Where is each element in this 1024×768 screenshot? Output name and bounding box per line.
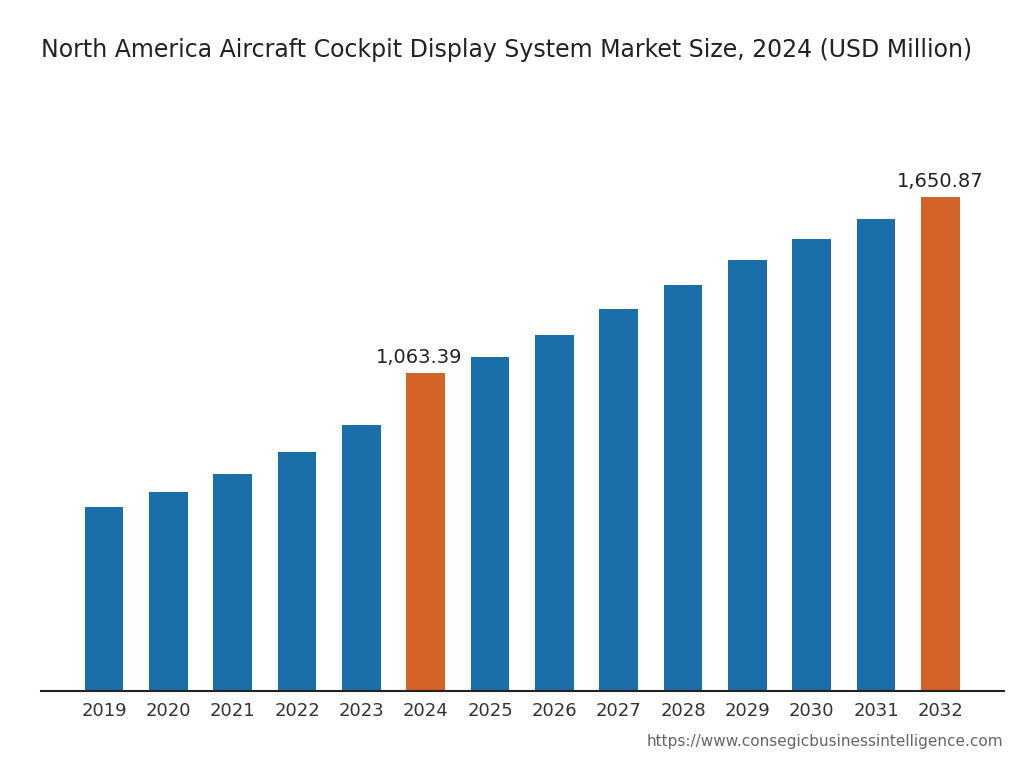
Text: 1,063.39: 1,063.39 (376, 349, 463, 367)
Bar (793, 239, 831, 691)
Bar (213, 474, 252, 691)
Text: https://www.consegicbusinessintelligence.com: https://www.consegicbusinessintelligence… (647, 733, 1004, 749)
Bar (150, 492, 187, 691)
Bar (664, 286, 702, 691)
Bar (471, 357, 509, 691)
Text: North America Aircraft Cockpit Display System Market Size, 2024 (USD Million): North America Aircraft Cockpit Display S… (41, 38, 972, 62)
Bar (407, 372, 445, 691)
Bar (728, 260, 767, 691)
Bar (85, 507, 123, 691)
Bar (599, 310, 638, 691)
Text: 1,650.87: 1,650.87 (897, 172, 984, 191)
Bar (342, 425, 381, 691)
Bar (922, 197, 959, 691)
Bar (536, 335, 573, 691)
Bar (857, 219, 895, 691)
Bar (278, 452, 316, 691)
